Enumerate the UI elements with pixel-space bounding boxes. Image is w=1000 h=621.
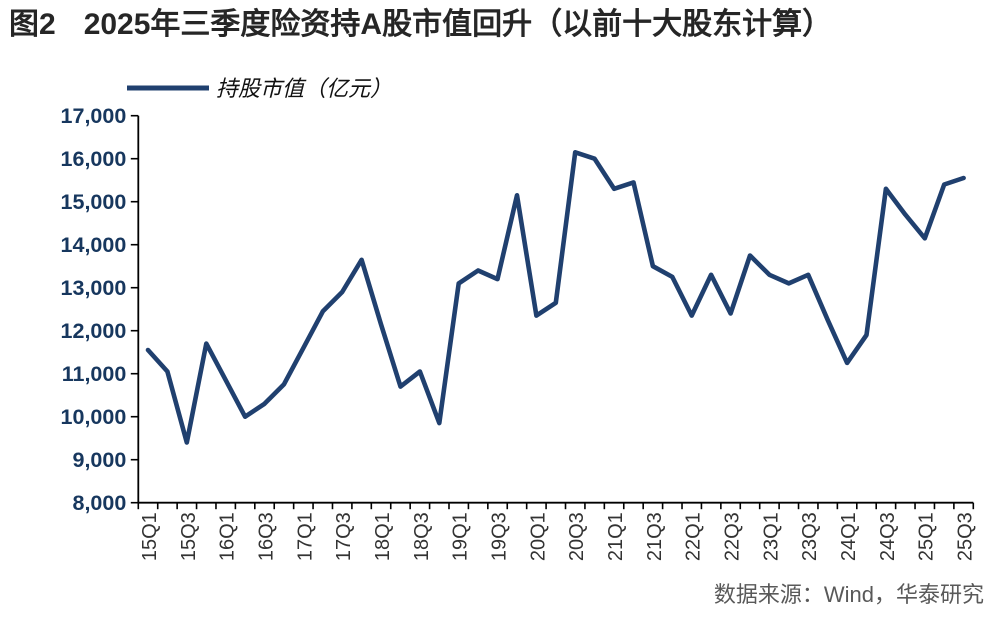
line-chart-canvas: 8,000 9,000 10,000 11,000 12,000 13,000 14,000… <box>61 77 977 561</box>
y-tick-label: 14,000 <box>61 233 127 257</box>
x-tick-label: 18Q3 <box>411 512 433 561</box>
y-tick-label: 9,000 <box>72 448 126 472</box>
legend-label: 持股市值（亿元） <box>216 77 392 102</box>
x-tick-label: 17Q1 <box>294 512 316 561</box>
series-line <box>145 150 966 445</box>
x-tick-label: 23Q3 <box>799 512 821 561</box>
x-tick-label: 17Q3 <box>333 512 355 561</box>
x-tick-label: 21Q3 <box>644 512 666 561</box>
x-tick-label: 16Q1 <box>217 512 239 561</box>
y-tick-label: 16,000 <box>61 147 127 171</box>
x-tick-label: 19Q3 <box>489 512 511 561</box>
x-tick-label: 24Q1 <box>838 512 860 561</box>
y-tick-label: 10,000 <box>61 405 127 429</box>
x-tick-label: 20Q3 <box>566 512 588 561</box>
x-tick-label: 25Q1 <box>916 512 938 561</box>
figure-title: 图2 2025年三季度险资持A股市值回升（以前十大股东计算） <box>9 6 997 44</box>
x-tick-label: 16Q3 <box>256 512 278 561</box>
x-tick-label: 19Q1 <box>450 512 472 561</box>
x-tick-label: 20Q1 <box>527 512 549 561</box>
x-tick-label: 22Q3 <box>722 512 744 561</box>
x-tick-label: 15Q3 <box>178 512 200 561</box>
x-tick-label: 24Q3 <box>877 512 899 561</box>
x-tick-label: 18Q1 <box>372 512 394 561</box>
x-tick-label: 25Q3 <box>955 512 977 561</box>
y-tick-label: 11,000 <box>62 362 127 386</box>
figure-number: 图2 <box>9 8 56 41</box>
x-tick-label: 22Q1 <box>683 512 705 561</box>
x-tick-label: 23Q1 <box>760 512 782 561</box>
data-source-note: 数据来源：Wind，华泰研究 <box>713 582 984 607</box>
y-tick-label: 12,000 <box>61 319 127 343</box>
y-tick-label: 17,000 <box>61 104 127 128</box>
x-tick-label: 21Q1 <box>605 512 627 561</box>
y-tick-label: 8,000 <box>72 491 126 515</box>
figure-title-text: 2025年三季度险资持A股市值回升（以前十大股东计算） <box>83 8 833 41</box>
y-tick-label: 15,000 <box>61 190 127 214</box>
y-tick-label: 13,000 <box>61 276 127 300</box>
x-tick-label: 15Q1 <box>139 512 161 561</box>
